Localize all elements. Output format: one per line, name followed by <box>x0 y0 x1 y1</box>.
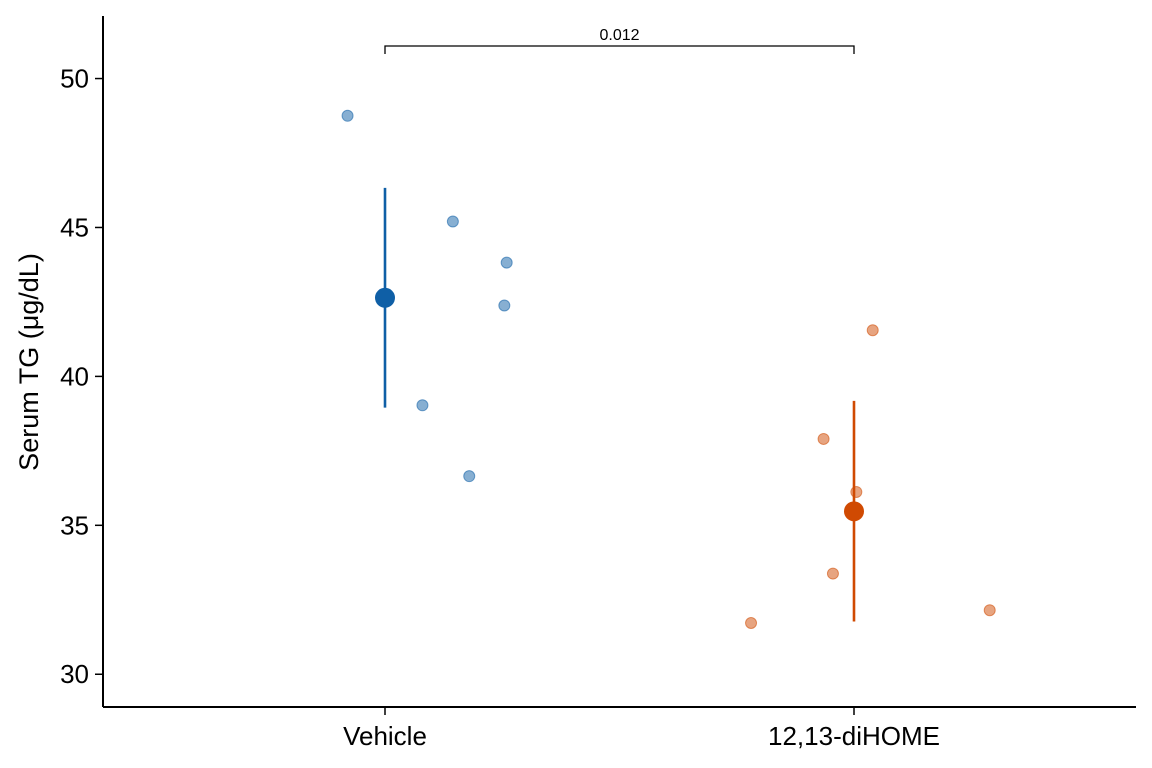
mean-point <box>375 287 395 308</box>
y-tick-label: 50 <box>60 64 89 94</box>
y-tick-label: 30 <box>60 659 89 689</box>
data-point <box>866 324 879 337</box>
data-point <box>500 256 513 269</box>
data-point <box>826 567 839 580</box>
y-axis: 30 35 40 45 50 <box>60 16 104 707</box>
y-tick-label: 45 <box>60 212 89 242</box>
data-points <box>341 109 996 630</box>
data-point <box>498 299 511 312</box>
data-point <box>817 432 830 445</box>
significance-bracket <box>384 45 855 54</box>
x-tick-label: 12,13-diHOME <box>768 721 940 751</box>
p-value-label: 0.012 <box>599 27 639 44</box>
y-axis-title: Serum TG (μg/dL) <box>14 253 44 471</box>
y-tick-label: 35 <box>60 510 89 540</box>
summary-marks <box>375 187 864 622</box>
data-point <box>416 399 429 412</box>
annotations: 0.012 <box>384 27 855 54</box>
data-point <box>463 470 476 483</box>
data-point <box>983 604 996 617</box>
data-point <box>745 617 758 630</box>
mean-point <box>844 501 864 522</box>
data-point <box>341 109 354 122</box>
y-tick-label: 40 <box>60 361 89 391</box>
data-point <box>850 485 863 498</box>
x-tick-label: Vehicle <box>343 721 427 751</box>
x-axis: Vehicle 12,13-diHOME <box>103 706 1136 751</box>
data-point <box>446 215 459 228</box>
